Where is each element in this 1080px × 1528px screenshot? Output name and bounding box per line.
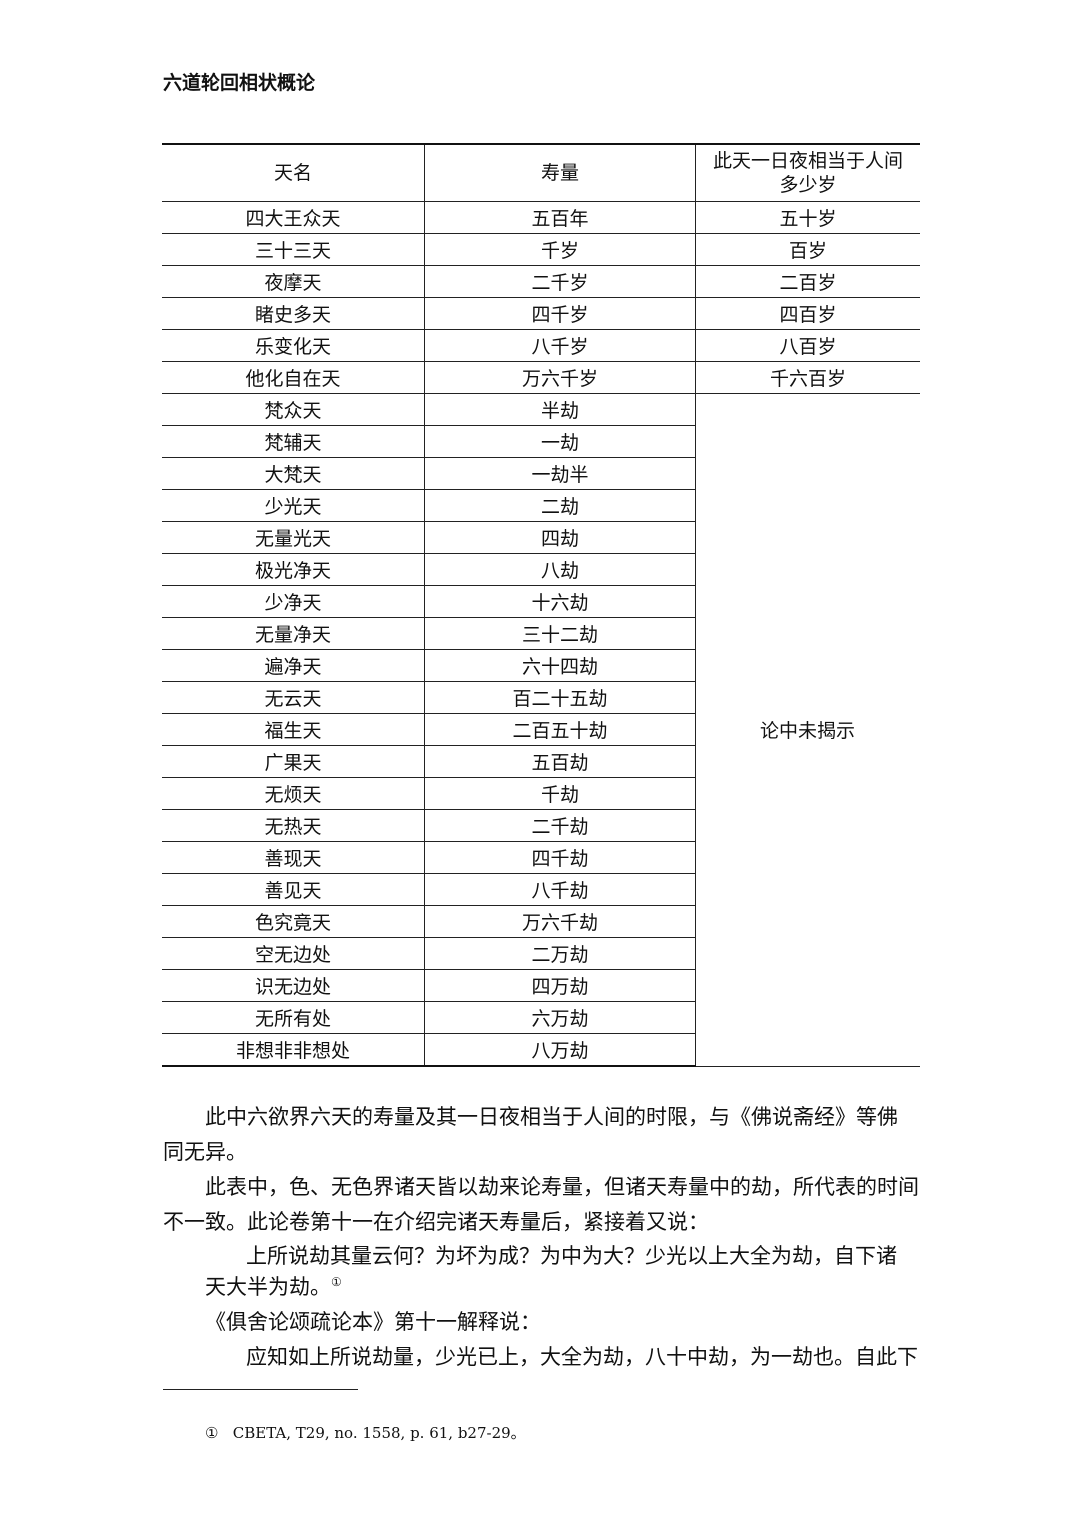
table-cell: 少光天	[162, 489, 426, 522]
table-cell: 五百劫	[424, 745, 697, 778]
table-row: 广果天 五百劫	[162, 745, 920, 778]
table-cell: 善现天	[162, 841, 426, 874]
table-cell: 梵众天	[162, 393, 426, 426]
table-row: 善现天 四千劫	[162, 841, 920, 874]
table-row: 极光净天 八劫	[162, 553, 920, 586]
line-text: 上所说劫其量云何？为坏为成？为中为大？少光以上大全为劫，自下诸	[246, 1244, 897, 1268]
table-row: 他化自在天 万六千岁 千六百岁	[162, 361, 920, 394]
table-cell: 善见天	[162, 873, 426, 906]
table-cell: 广果天	[162, 745, 426, 778]
table-cell: 千岁	[424, 233, 697, 266]
table-cell: 八百岁	[695, 329, 920, 362]
table-cell: 八万劫	[424, 1033, 697, 1067]
table-cell: 六十四劫	[424, 649, 697, 682]
table-cell: 一劫半	[424, 457, 697, 490]
column-header: 天名	[162, 143, 426, 202]
line-text: 此中六欲界六天的寿量及其一日夜相当于人间的时限，与《佛说斋经》等佛	[205, 1105, 898, 1129]
table-cell: 识无边处	[162, 969, 426, 1002]
table-cell: 五十岁	[695, 201, 920, 234]
table-row: 睹史多天 四千岁 四百岁	[162, 297, 920, 330]
table-cell: 万六千劫	[424, 905, 697, 938]
table-row: 少光天 二劫	[162, 489, 920, 522]
table-cell: 无热天	[162, 809, 426, 842]
table-cell: 二百五十劫	[424, 713, 697, 746]
table-row: 无热天 二千劫	[162, 809, 920, 842]
table-row: 夜摩天 二千岁 二百岁	[162, 265, 920, 298]
table-cell: 二劫	[424, 489, 697, 522]
table-cell: 无量净天	[162, 617, 426, 650]
table-row: 无量净天 三十二劫	[162, 617, 920, 650]
text-line: 此中六欲界六天的寿量及其一日夜相当于人间的时限，与《佛说斋经》等佛	[205, 1101, 898, 1131]
table-cell: 百岁	[695, 233, 920, 266]
table-cell: 四千岁	[424, 297, 697, 330]
table-cell: 梵辅天	[162, 425, 426, 458]
table-row: 乐变化天 八千岁 八百岁	[162, 329, 920, 362]
table-cell: 万六千岁	[424, 361, 697, 394]
table-cell: 半劫	[424, 393, 697, 426]
table-cell: 千六百岁	[695, 361, 920, 394]
table-cell: 四万劫	[424, 969, 697, 1002]
table-row: 无所有处 六万劫	[162, 1001, 920, 1034]
footnote-marker: ①	[205, 1424, 219, 1442]
footnote: ① CBETA, T29, no. 1558, p. 61, b27-29。	[205, 1422, 526, 1443]
table-cell: 十六劫	[424, 585, 697, 618]
page-header: 六道轮回相状概论	[163, 72, 316, 94]
table-row: 无烦天 千劫	[162, 777, 920, 810]
table-row: 四大王众天 五百年 五十岁	[162, 201, 920, 234]
table-cell: 三十二劫	[424, 617, 697, 650]
text-line: 天大半为劫。①	[205, 1271, 342, 1301]
line-text: 应知如上所说劫量，少光已上，大全为劫，八十中劫，为一劫也。自此下	[246, 1345, 918, 1369]
column-header: 寿量	[424, 143, 697, 202]
table-row: 空无边处 二万劫	[162, 937, 920, 970]
table-cell: 空无边处	[162, 937, 426, 970]
table-cell: 少净天	[162, 585, 426, 618]
line-text: 不一致。此论卷第十一在介绍完诸天寿量后，紧接着又说：	[163, 1210, 709, 1234]
text-line: 上所说劫其量云何？为坏为成？为中为大？少光以上大全为劫，自下诸	[246, 1240, 897, 1270]
table-cell: 八千岁	[424, 329, 697, 362]
table-cell: 四百岁	[695, 297, 920, 330]
line-text: 此表中，色、无色界诸天皆以劫来论寿量，但诸天寿量中的劫，所代表的时间	[205, 1175, 919, 1199]
table-cell: 二千劫	[424, 809, 697, 842]
header-row: 天名 寿量 此天一日夜相当于人间多少岁	[162, 143, 920, 202]
table-cell: 百二十五劫	[424, 681, 697, 714]
table-cell: 乐变化天	[162, 329, 426, 362]
table-cell: 六万劫	[424, 1001, 697, 1034]
table-cell: 无烦天	[162, 777, 426, 810]
text-line: 不一致。此论卷第十一在介绍完诸天寿量后，紧接着又说：	[163, 1206, 709, 1236]
merged-cell: 论中未揭示	[695, 393, 920, 1067]
table-row: 色究竟天 万六千劫	[162, 905, 920, 938]
footnote-text: CBETA, T29, no. 1558, p. 61, b27-29。	[232, 1424, 526, 1442]
table-row: 善见天 八千劫	[162, 873, 920, 906]
table-row: 非想非非想处 八万劫	[162, 1033, 920, 1067]
table-area: 天名 寿量 此天一日夜相当于人间多少岁 四大王众天 五百年 五十岁 三十三天 千岁 百岁 夜摩天二…	[160, 138, 920, 1073]
table-cell: 非想非非想处	[162, 1033, 426, 1067]
text-line: 同无异。	[163, 1136, 247, 1166]
table-row: 少净天 十六劫	[162, 585, 920, 618]
table-cell: 四千劫	[424, 841, 697, 874]
line-text: 天大半为劫。	[205, 1275, 331, 1299]
text-line: 此表中，色、无色界诸天皆以劫来论寿量，但诸天寿量中的劫，所代表的时间	[205, 1171, 919, 1201]
table-cell: 五百年	[424, 201, 697, 234]
table-row: 识无边处 四万劫	[162, 969, 920, 1002]
table-cell: 二百岁	[695, 265, 920, 298]
line-text: 同无异。	[163, 1140, 247, 1164]
body-text: 此中六欲界六天的寿量及其一日夜相当于人间的时限，与《佛说斋经》等佛同无异。此表中…	[163, 1101, 919, 1371]
table-cell: 睹史多天	[162, 297, 426, 330]
line-text: 《俱舍论颂疏论本》第十一解释说：	[205, 1310, 541, 1334]
table-row: 无云天 百二十五劫	[162, 681, 920, 714]
note-ref: ①	[331, 1275, 342, 1289]
text-line: 应知如上所说劫量，少光已上，大全为劫，八十中劫，为一劫也。自此下	[246, 1341, 918, 1371]
footnote-rule	[163, 1389, 358, 1390]
table-cell: 四劫	[424, 521, 697, 554]
table-row: 梵众天 半劫 论中未揭示	[162, 393, 920, 1067]
table-cell: 无云天	[162, 681, 426, 714]
text-line: 《俱舍论颂疏论本》第十一解释说：	[205, 1306, 541, 1336]
lifespan-table: 天名 寿量 此天一日夜相当于人间多少岁 四大王众天 五百年 五十岁 三十三天 千岁 百岁 夜摩天二…	[162, 143, 920, 1067]
